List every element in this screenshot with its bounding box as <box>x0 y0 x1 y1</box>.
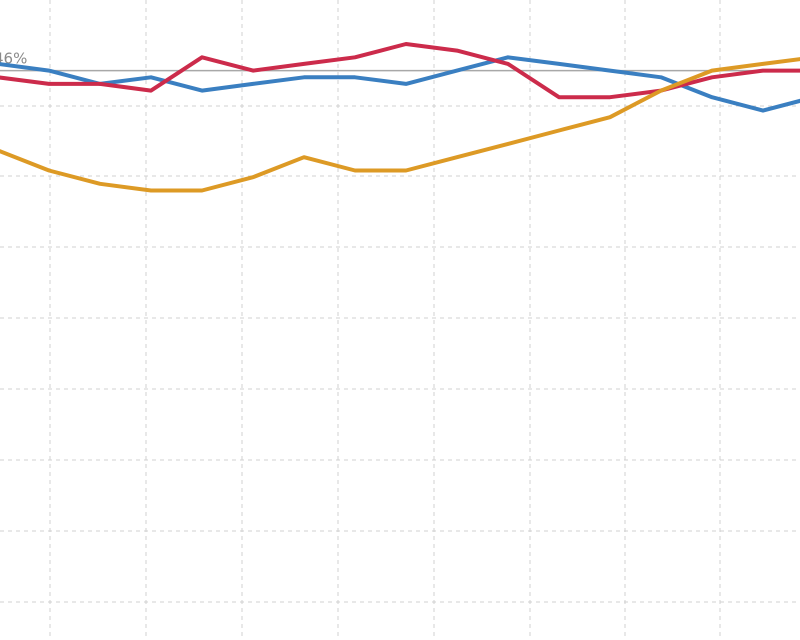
reference-line-group: 46% <box>0 50 800 72</box>
series-group <box>0 42 800 193</box>
series-line-2 <box>0 42 800 100</box>
series-line-3 <box>0 57 800 193</box>
